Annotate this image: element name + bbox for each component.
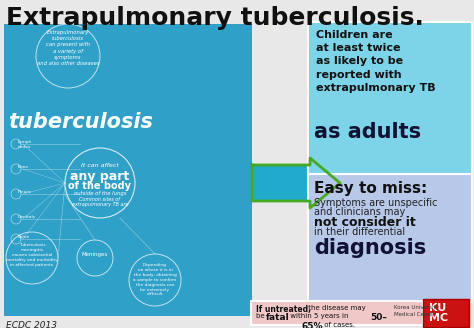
Text: of the body: of the body	[69, 181, 131, 191]
Text: MC: MC	[429, 313, 448, 323]
Text: Common sites of: Common sites of	[80, 197, 120, 202]
Text: in their differential: in their differential	[314, 227, 405, 237]
Text: not consider it: not consider it	[314, 216, 416, 229]
Text: If untreated,: If untreated,	[256, 305, 311, 314]
Text: Korea University
Medical Center: Korea University Medical Center	[394, 305, 439, 317]
Text: outside of the lungs: outside of the lungs	[74, 191, 126, 196]
FancyBboxPatch shape	[252, 165, 310, 201]
FancyBboxPatch shape	[251, 301, 423, 325]
Text: the disease may: the disease may	[306, 305, 366, 311]
Text: Pleura: Pleura	[18, 190, 32, 194]
Text: and clinicians may: and clinicians may	[314, 207, 405, 217]
Text: It can affect: It can affect	[81, 163, 119, 168]
Text: be: be	[256, 313, 267, 319]
Text: KU: KU	[429, 303, 446, 313]
Text: diagnosis: diagnosis	[314, 238, 426, 258]
Text: Extrapulmonary tuberculosis.: Extrapulmonary tuberculosis.	[6, 6, 424, 30]
Text: any part: any part	[70, 170, 129, 183]
Text: fatal: fatal	[266, 313, 290, 322]
Text: Genitals: Genitals	[18, 215, 36, 219]
Text: of cases.: of cases.	[322, 322, 355, 328]
Text: Spine: Spine	[18, 235, 30, 239]
Text: Lymph
nodes: Lymph nodes	[18, 140, 32, 149]
Text: ECDC 2013: ECDC 2013	[6, 321, 57, 328]
Text: tuberculosis: tuberculosis	[8, 112, 153, 132]
Text: Bone: Bone	[18, 165, 29, 169]
Text: Depending
on where it is in
the body, obtaining
a sample to confirm
the diagnosi: Depending on where it is in the body, ob…	[133, 263, 177, 297]
FancyBboxPatch shape	[308, 174, 472, 302]
Text: Extrapulmonary
tuberculosis
can present with
a variety of
symptoms
and also othe: Extrapulmonary tuberculosis can present …	[37, 30, 99, 66]
Text: Meninges: Meninges	[82, 252, 108, 257]
Text: 65%: 65%	[302, 322, 323, 328]
Text: Symptoms are unspecific: Symptoms are unspecific	[314, 198, 438, 208]
Text: Tuberculosis
meningitis
causes substantial
mortality and morbidity
in affected p: Tuberculosis meningitis causes substanti…	[6, 243, 58, 267]
FancyBboxPatch shape	[423, 299, 469, 327]
Text: Children are
at least twice
as likely to be
reported with
extrapulmonary TB: Children are at least twice as likely to…	[316, 30, 436, 93]
Text: extrapulmonary TB are: extrapulmonary TB are	[72, 202, 128, 207]
Text: within 5 years in: within 5 years in	[288, 313, 351, 319]
Polygon shape	[310, 158, 340, 208]
FancyBboxPatch shape	[4, 24, 252, 316]
FancyBboxPatch shape	[308, 22, 472, 174]
Text: Easy to miss:: Easy to miss:	[314, 181, 427, 196]
Text: as adults: as adults	[314, 122, 421, 142]
Text: 50–: 50–	[370, 313, 387, 322]
